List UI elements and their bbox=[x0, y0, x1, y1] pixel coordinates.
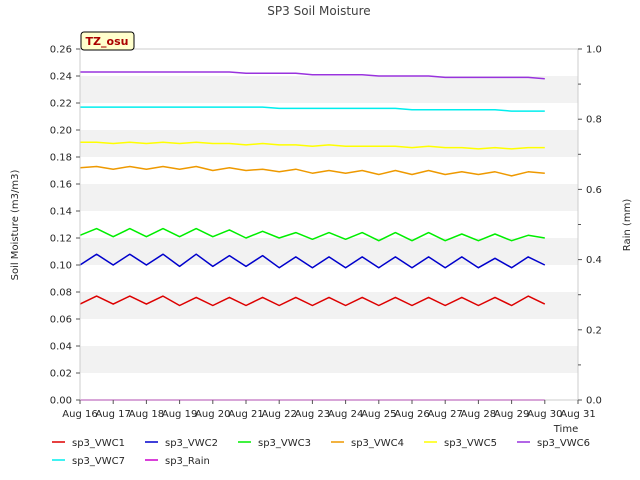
x-tick-label: Aug 30 bbox=[527, 409, 562, 420]
series-line-sp3_VWC2 bbox=[79, 253, 546, 269]
y-tick-label: 0.04 bbox=[50, 342, 72, 353]
x-axis-title: Time bbox=[553, 424, 578, 435]
x-tick-label: Aug 27 bbox=[427, 409, 462, 420]
x-tick-label: Aug 29 bbox=[494, 409, 529, 420]
y-axis-title: Soil Moisture (m3/m3) bbox=[10, 170, 21, 281]
grid-band bbox=[80, 292, 578, 319]
grid-band bbox=[80, 130, 578, 157]
x-tick-label: Aug 31 bbox=[560, 409, 595, 420]
legend-label: sp3_VWC3 bbox=[258, 438, 311, 449]
grid-band bbox=[80, 184, 578, 211]
x-tick-label: Aug 21 bbox=[228, 409, 263, 420]
series-line-sp3_VWC3 bbox=[79, 227, 545, 242]
grid-band bbox=[80, 346, 578, 373]
y-tick-label: 0.02 bbox=[50, 369, 72, 380]
legend: sp3_VWC1 sp3_VWC2 sp3_VWC3 sp3_VWC4 sp3_VWC5… bbox=[52, 438, 590, 467]
series-line-sp3_VWC6 bbox=[80, 71, 545, 80]
series-line-sp3_VWC1 bbox=[79, 295, 546, 307]
y-tick-label: 0.26 bbox=[50, 45, 72, 56]
grid-band bbox=[80, 238, 578, 265]
x-tick-label: Aug 17 bbox=[95, 409, 130, 420]
x-tick-label: Aug 23 bbox=[295, 409, 330, 420]
left-axis: 0.00 0.02 0.04 0.06 0.08 0.10 0.12 0.14 0.16 0.18… bbox=[50, 45, 80, 407]
grid-band bbox=[80, 76, 578, 103]
y-tick-label: 0.16 bbox=[50, 180, 72, 191]
legend-label: sp3_VWC4 bbox=[351, 438, 404, 449]
y-tick-label: 0.14 bbox=[50, 207, 72, 218]
y-tick-label: 0.08 bbox=[50, 288, 72, 299]
legend-label: sp3_Rain bbox=[165, 456, 210, 467]
x-tick-label: Aug 26 bbox=[394, 409, 429, 420]
y-tick-label: 0.00 bbox=[50, 396, 72, 407]
x-tick-label: Aug 20 bbox=[195, 409, 230, 420]
y-tick-label: 0.12 bbox=[50, 234, 72, 245]
series-line-sp3_VWC5 bbox=[80, 141, 545, 150]
x-tick-label: Aug 19 bbox=[162, 409, 197, 420]
x-tick-label: Aug 25 bbox=[361, 409, 396, 420]
legend-label: sp3_VWC7 bbox=[72, 456, 125, 467]
series-line-sp3_VWC7 bbox=[80, 106, 545, 112]
y-tick-label: 0.18 bbox=[50, 153, 72, 164]
x-tick-label: Aug 22 bbox=[261, 409, 296, 420]
x-tick-label: Aug 18 bbox=[129, 409, 164, 420]
y2-tick-label: 0.4 bbox=[586, 255, 602, 266]
x-tick-label: Aug 24 bbox=[328, 409, 363, 420]
chart-title: SP3 Soil Moisture bbox=[267, 4, 370, 18]
y2-tick-label: 1.0 bbox=[586, 45, 602, 56]
legend-label: sp3_VWC1 bbox=[72, 438, 125, 449]
y-tick-label: 0.22 bbox=[50, 99, 72, 110]
y2-tick-label: 0.8 bbox=[586, 115, 602, 126]
y2-tick-label: 0.0 bbox=[586, 396, 602, 407]
y2-tick-label: 0.6 bbox=[586, 185, 602, 196]
y-tick-label: 0.24 bbox=[50, 72, 72, 83]
legend-label: sp3_VWC6 bbox=[537, 438, 590, 449]
y-tick-label: 0.20 bbox=[50, 126, 72, 137]
grid-bands bbox=[80, 76, 578, 373]
x-tick-label: Aug 16 bbox=[62, 409, 97, 420]
legend-label: sp3_VWC2 bbox=[165, 438, 218, 449]
legend-label: sp3_VWC5 bbox=[444, 438, 497, 449]
site-label-text: TZ_osu bbox=[86, 35, 129, 48]
site-label-badge: TZ_osu bbox=[80, 31, 135, 51]
y-tick-label: 0.10 bbox=[50, 261, 72, 272]
series-line-sp3_VWC4 bbox=[79, 165, 545, 177]
y2-axis-title: Rain (mm) bbox=[622, 199, 633, 252]
y2-tick-label: 0.2 bbox=[586, 325, 602, 336]
y-tick-label: 0.06 bbox=[50, 315, 72, 326]
x-tick-label: Aug 28 bbox=[461, 409, 496, 420]
right-axis: 0.0 0.2 0.4 0.6 0.8 1.0 bbox=[578, 45, 602, 407]
